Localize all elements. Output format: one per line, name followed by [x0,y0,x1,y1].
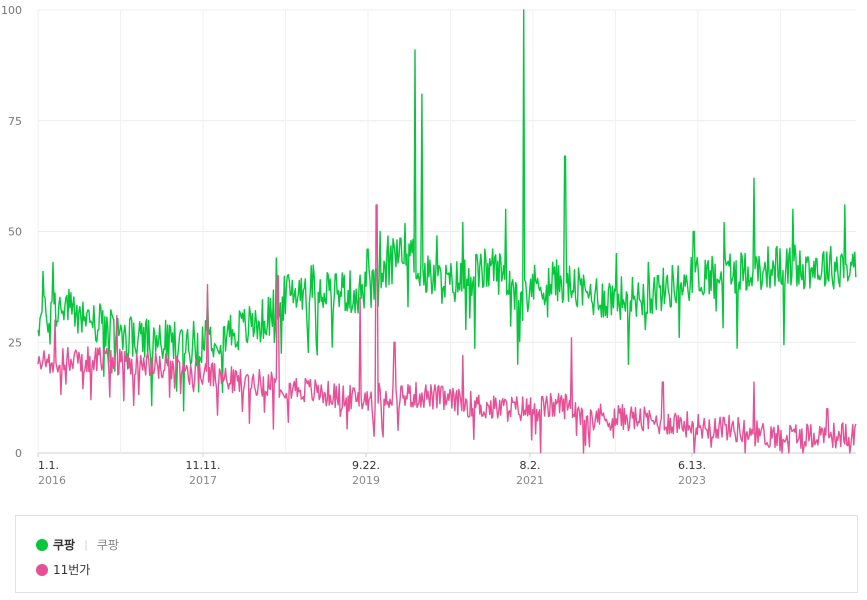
legend-separator: | [84,538,88,551]
legend: 쿠팡 | 쿠팡 11번가 [15,515,858,593]
legend-alias-coupang: 쿠팡 [96,538,119,552]
x-tick-year: 2019 [352,474,380,487]
x-tick-date: 9.22. [352,459,380,472]
x-tick-year: 2023 [678,474,706,487]
series-line-0 [37,9,857,412]
series-line-1 [37,204,857,454]
legend-label-11st: 11번가 [53,563,91,577]
x-tick-date: 6.13. [678,459,706,472]
line-chart: 0 25 50 75 100 1.1. 2016 11.11. 2017 9.22. 2019 8.2… [1,4,857,487]
y-tick-label: 50 [8,226,22,239]
x-tick-year: 2021 [516,474,544,487]
y-tick-label: 25 [8,336,22,349]
legend-label-coupang: 쿠팡 [53,538,76,552]
y-tick-label: 100 [1,4,22,17]
chart-area: 0 25 50 75 100 1.1. 2016 11.11. 2017 9.22. 2019 8.2… [1,4,857,487]
legend-item-11st[interactable]: 11번가 [36,561,90,578]
x-tick-year: 2016 [38,474,66,487]
y-tick-label: 0 [15,447,22,460]
y-tick-label: 75 [8,115,22,128]
x-tick-date: 11.11. [186,459,221,472]
coupang-color-dot [36,538,48,551]
x-tick-date: 8.2. [520,459,541,472]
x-tick-date: 1.1. [38,459,59,472]
legend-item-coupang[interactable]: 쿠팡 | 쿠팡 [36,536,119,553]
11st-color-dot [36,563,48,576]
x-tick-year: 2017 [189,474,217,487]
